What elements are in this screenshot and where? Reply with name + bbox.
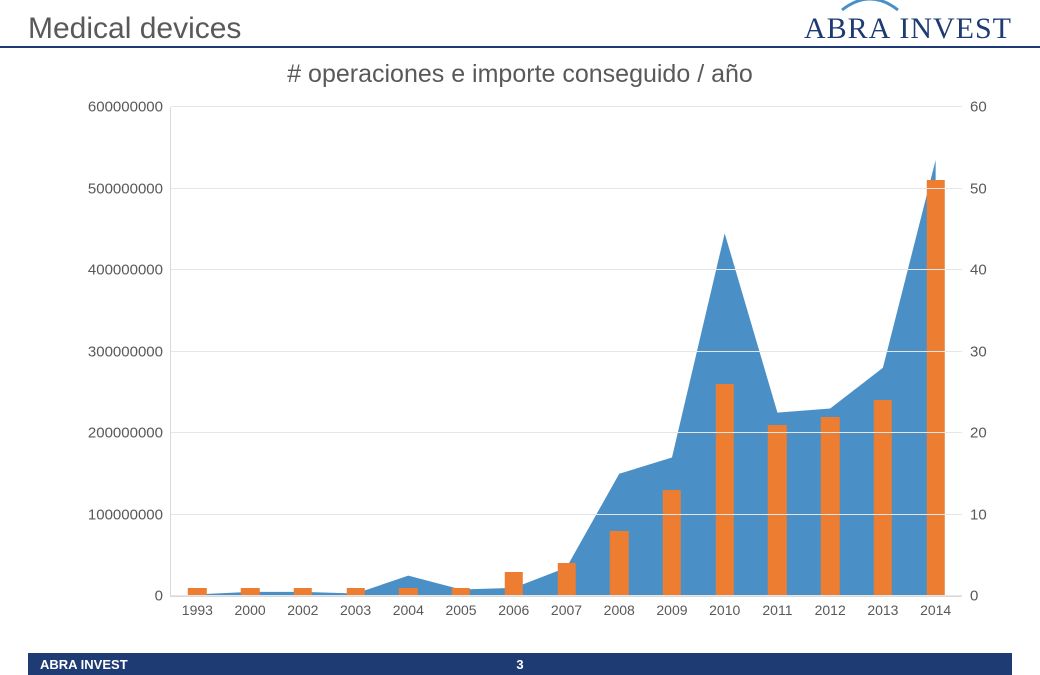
y-right-tick: 10 bbox=[970, 506, 987, 523]
gridline bbox=[171, 106, 962, 107]
y-right-tick: 40 bbox=[970, 262, 987, 279]
bar-slot bbox=[751, 107, 804, 596]
slide-header: Medical devices ABRA INVEST bbox=[0, 0, 1040, 48]
y-left-tick: 0 bbox=[155, 588, 163, 605]
bar-slot bbox=[329, 107, 382, 596]
gridline bbox=[171, 432, 962, 433]
logo-text-abra: ABRA bbox=[804, 12, 891, 46]
x-tick: 2002 bbox=[276, 602, 329, 618]
bar bbox=[926, 180, 944, 596]
bar-slot bbox=[171, 107, 224, 596]
gridline bbox=[171, 351, 962, 352]
x-tick: 2000 bbox=[224, 602, 277, 618]
y-left-tick: 100000000 bbox=[88, 506, 163, 523]
bar bbox=[768, 425, 786, 596]
bar-slot bbox=[909, 107, 962, 596]
bar-slot bbox=[276, 107, 329, 596]
gridline bbox=[171, 514, 962, 515]
page-title: Medical devices bbox=[28, 12, 241, 46]
y-left-tick: 300000000 bbox=[88, 343, 163, 360]
bar-slot bbox=[540, 107, 593, 596]
x-tick: 2008 bbox=[593, 602, 646, 618]
y-right-tick: 60 bbox=[970, 99, 987, 116]
bar bbox=[610, 531, 628, 596]
bar-slot bbox=[857, 107, 910, 596]
chart-plot-area: 1993200020022003200420052006200720082009… bbox=[170, 107, 962, 597]
x-axis-labels: 1993200020022003200420052006200720082009… bbox=[171, 596, 962, 618]
y-right-tick: 50 bbox=[970, 180, 987, 197]
x-tick: 2010 bbox=[698, 602, 751, 618]
x-tick: 2009 bbox=[646, 602, 699, 618]
gridline bbox=[171, 269, 962, 270]
y-left-tick: 600000000 bbox=[88, 99, 163, 116]
y-left-tick: 400000000 bbox=[88, 262, 163, 279]
brand-logo: ABRA INVEST bbox=[804, 12, 1012, 46]
footer-brand: ABRA INVEST bbox=[40, 657, 128, 672]
y-left-tick: 500000000 bbox=[88, 180, 163, 197]
y-right-tick: 0 bbox=[970, 588, 978, 605]
footer-page-number: 3 bbox=[516, 657, 523, 672]
x-tick: 2004 bbox=[382, 602, 435, 618]
bar bbox=[505, 572, 523, 596]
x-tick: 2006 bbox=[487, 602, 540, 618]
bar bbox=[663, 490, 681, 596]
x-tick: 2007 bbox=[540, 602, 593, 618]
x-tick: 2005 bbox=[435, 602, 488, 618]
x-tick: 2012 bbox=[804, 602, 857, 618]
footer-bar: ABRA INVEST 3 bbox=[28, 653, 1012, 675]
bar bbox=[557, 563, 575, 596]
gridline bbox=[171, 595, 962, 596]
bar-slot bbox=[804, 107, 857, 596]
gridline bbox=[171, 188, 962, 189]
bar-slot bbox=[593, 107, 646, 596]
x-tick: 2003 bbox=[329, 602, 382, 618]
bar-slot bbox=[382, 107, 435, 596]
bar-slot bbox=[698, 107, 751, 596]
chart-container: 1993200020022003200420052006200720082009… bbox=[50, 97, 1012, 637]
bar bbox=[715, 384, 733, 596]
x-tick: 2014 bbox=[909, 602, 962, 618]
bar-series bbox=[171, 107, 962, 596]
bar bbox=[874, 400, 892, 596]
bar bbox=[821, 417, 839, 596]
x-tick: 2011 bbox=[751, 602, 804, 618]
x-tick: 2013 bbox=[857, 602, 910, 618]
bar-slot bbox=[487, 107, 540, 596]
bar-slot bbox=[435, 107, 488, 596]
y-left-tick: 200000000 bbox=[88, 425, 163, 442]
y-right-tick: 30 bbox=[970, 343, 987, 360]
logo-swoosh-icon bbox=[840, 0, 900, 12]
bar-slot bbox=[646, 107, 699, 596]
chart-title: # operaciones e importe conseguido / año bbox=[0, 60, 1040, 89]
bar-slot bbox=[224, 107, 277, 596]
y-right-tick: 20 bbox=[970, 425, 987, 442]
x-tick: 1993 bbox=[171, 602, 224, 618]
logo-text-invest: INVEST bbox=[899, 12, 1012, 46]
